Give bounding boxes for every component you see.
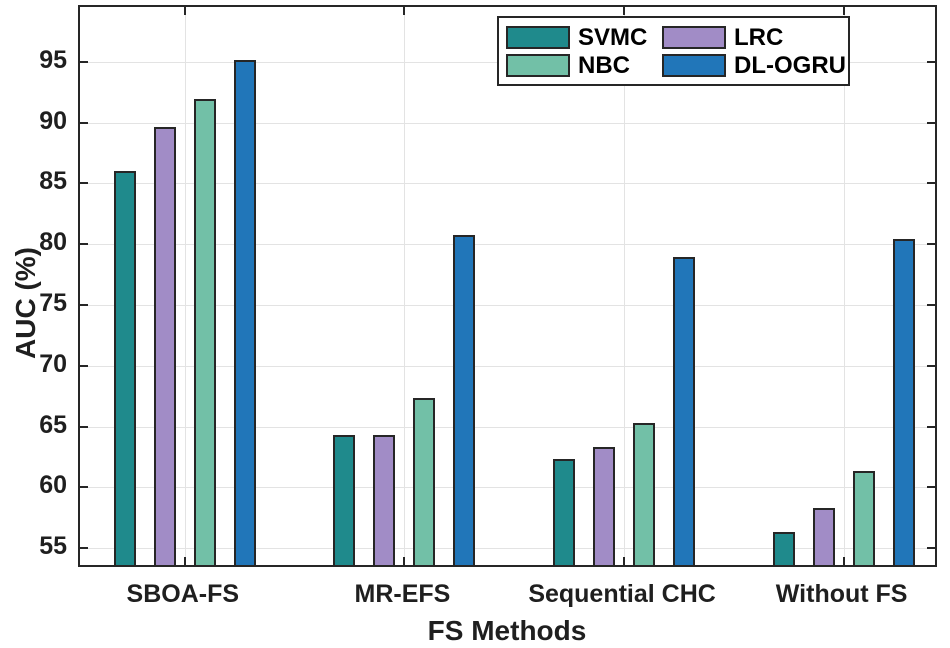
bar-dl-ogru-without-fs	[892, 239, 915, 565]
gridline-horizontal	[80, 426, 935, 428]
y-tick-mark	[927, 547, 935, 550]
legend-item-lrc: LRC	[662, 24, 843, 51]
y-tick-label: 90	[39, 106, 67, 135]
bar-lrc-sboa-fs	[153, 127, 176, 565]
y-tick-label: 60	[39, 471, 67, 500]
y-tick-label: 85	[39, 167, 67, 196]
y-tick-mark	[80, 547, 88, 550]
y-tick-mark	[927, 60, 935, 63]
y-tick-label: 55	[39, 532, 67, 561]
legend-label: LRC	[734, 24, 784, 51]
gridline-horizontal	[80, 487, 935, 489]
x-tick-mark	[623, 557, 626, 565]
legend-swatch-lrc	[662, 26, 726, 49]
y-tick-mark	[927, 121, 935, 124]
bar-svmc-sboa-fs	[113, 170, 136, 565]
y-tick-mark	[80, 304, 88, 307]
y-tick-mark	[80, 425, 88, 428]
y-tick-mark	[80, 182, 88, 185]
legend-label: DL-OGRU	[734, 52, 846, 79]
legend-label: SVMC	[578, 24, 648, 51]
y-tick-mark	[927, 304, 935, 307]
gridline-vertical	[843, 7, 845, 565]
gridline-horizontal	[80, 365, 935, 367]
bar-dl-ogru-mr-efs	[453, 235, 476, 565]
gridline-horizontal	[80, 122, 935, 124]
y-tick-mark	[927, 243, 935, 246]
x-tick-mark	[183, 557, 186, 565]
y-tick-label: 70	[39, 349, 67, 378]
gridline-vertical	[184, 7, 186, 565]
y-tick-mark	[80, 364, 88, 367]
gridline-horizontal	[80, 244, 935, 246]
x-category-label: Sequential CHC	[528, 580, 716, 608]
bar-dl-ogru-sboa-fs	[233, 60, 256, 565]
y-tick-mark	[80, 121, 88, 124]
x-category-label: MR-EFS	[354, 580, 451, 608]
y-tick-label: 80	[39, 228, 67, 257]
y-tick-label: 95	[39, 45, 67, 74]
legend: SVMC LRC NBC DL-OGRU	[497, 16, 850, 86]
x-tick-mark	[842, 7, 845, 15]
x-category-label: Without FS	[775, 580, 908, 608]
y-tick-label: 75	[39, 289, 67, 318]
legend-item-svmc: SVMC	[506, 24, 662, 51]
legend-item-nbc: NBC	[506, 52, 662, 79]
bar-nbc-sboa-fs	[193, 99, 216, 565]
legend-label: NBC	[578, 52, 630, 79]
bar-nbc-without-fs	[852, 471, 875, 565]
x-tick-mark	[842, 557, 845, 565]
bar-nbc-mr-efs	[413, 398, 436, 565]
x-axis-title: FS Methods	[427, 615, 587, 646]
bar-lrc-without-fs	[812, 507, 835, 565]
legend-swatch-nbc	[506, 54, 570, 77]
y-tick-mark	[80, 60, 88, 63]
bar-lrc-sequential-chc	[593, 447, 616, 565]
gridline-horizontal	[80, 305, 935, 307]
bar-dl-ogru-sequential-chc	[673, 257, 696, 565]
bar-lrc-mr-efs	[373, 434, 396, 565]
legend-swatch-dl-ogru	[662, 54, 726, 77]
y-tick-mark	[80, 486, 88, 489]
legend-swatch-svmc	[506, 26, 570, 49]
y-tick-mark	[927, 425, 935, 428]
y-tick-mark	[927, 486, 935, 489]
x-tick-mark	[623, 7, 626, 15]
gridline-horizontal	[80, 183, 935, 185]
y-tick-mark	[80, 243, 88, 246]
gridline-vertical	[624, 7, 626, 565]
bar-svmc-without-fs	[772, 532, 795, 565]
bar-nbc-sequential-chc	[633, 422, 656, 565]
x-category-label: SBOA-FS	[126, 580, 240, 608]
x-tick-mark	[403, 557, 406, 565]
bar-svmc-sequential-chc	[553, 459, 576, 565]
y-tick-mark	[927, 182, 935, 185]
gridline-horizontal	[80, 548, 935, 550]
gridline-vertical	[404, 7, 406, 565]
bar-svmc-mr-efs	[333, 434, 356, 565]
x-tick-mark	[183, 7, 186, 15]
y-tick-label: 65	[39, 410, 67, 439]
plot-area	[78, 5, 937, 567]
y-axis-title: AUC (%)	[10, 247, 41, 359]
legend-item-dl-ogru: DL-OGRU	[662, 52, 846, 79]
y-tick-mark	[927, 364, 935, 367]
x-tick-mark	[403, 7, 406, 15]
